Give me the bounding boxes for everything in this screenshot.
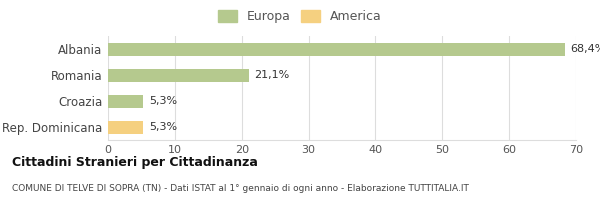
Text: 68,4%: 68,4% xyxy=(571,44,600,54)
Text: 5,3%: 5,3% xyxy=(149,96,177,106)
Bar xyxy=(108,95,143,108)
Text: 5,3%: 5,3% xyxy=(149,122,177,132)
Bar xyxy=(108,43,565,55)
Text: Cittadini Stranieri per Cittadinanza: Cittadini Stranieri per Cittadinanza xyxy=(12,156,258,169)
Bar xyxy=(108,120,143,134)
Text: 21,1%: 21,1% xyxy=(254,70,290,80)
Text: COMUNE DI TELVE DI SOPRA (TN) - Dati ISTAT al 1° gennaio di ogni anno - Elaboraz: COMUNE DI TELVE DI SOPRA (TN) - Dati IST… xyxy=(12,184,469,193)
Bar xyxy=(108,68,249,82)
Legend: Europa, America: Europa, America xyxy=(215,6,385,27)
